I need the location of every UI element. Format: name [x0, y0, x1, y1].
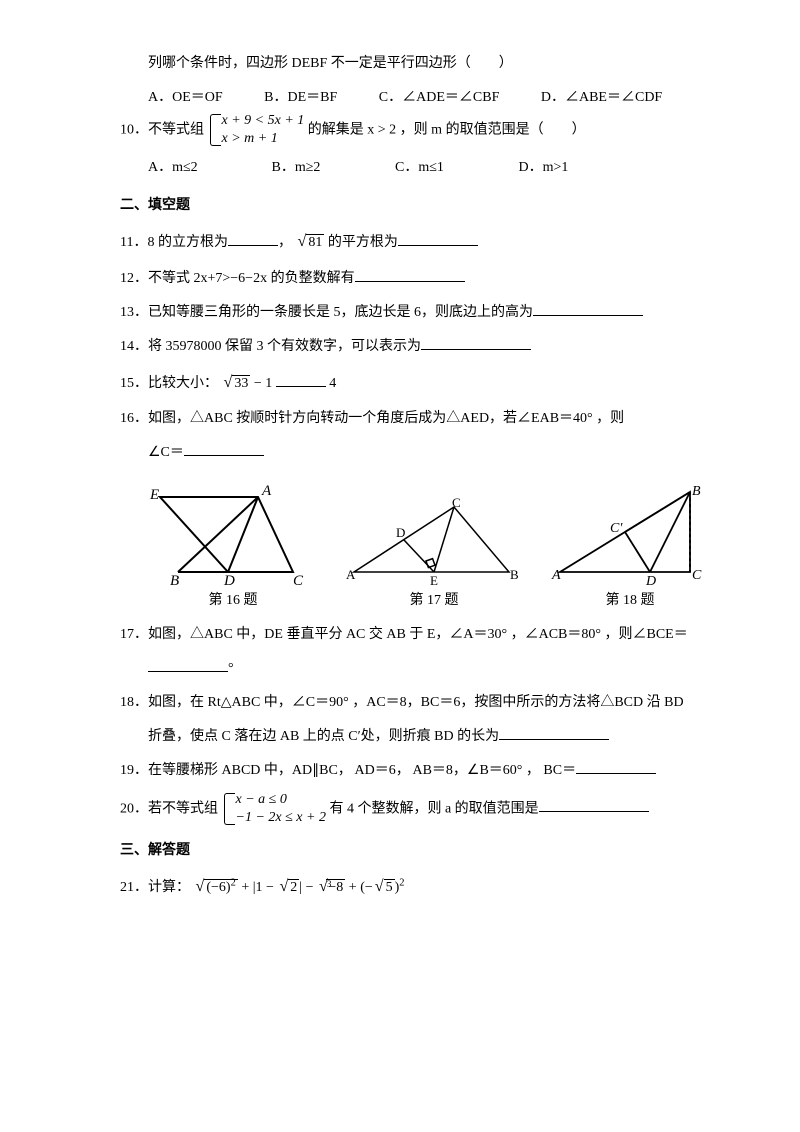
- q12-a: 12．不等式 2x+7>−6−2x 的负整数解有: [120, 271, 355, 286]
- q10-line2: x > m + 1: [222, 130, 305, 148]
- q11-b: ，: [278, 235, 292, 250]
- q16: 16．如图，△ABC 按顺时针方向转动一个角度后成为△AED，若∠EAB＝40°…: [120, 405, 710, 433]
- q11-blank2: [398, 231, 478, 246]
- q19-a: 19．在等腰梯形 ABCD 中，AD∥BC， AD＝6， AB＝8，∠B＝60°…: [120, 763, 576, 778]
- q9-opt-d: D．∠ABE＝∠CDF: [541, 84, 662, 112]
- figure-18: A B C D C′ 第 18 题: [550, 477, 710, 615]
- q16-b: ∠C＝: [148, 445, 184, 460]
- q9-tail: 列哪个条件时，四边形 DEBF 不一定是平行四边形（ ）: [120, 50, 710, 78]
- q10-system: x + 9 < 5x + 1 x > m + 1: [208, 112, 305, 148]
- q10-opt-c: C．m≤1: [395, 154, 515, 182]
- q15-sqrt: 33: [222, 367, 251, 399]
- q15-c: 4: [329, 376, 336, 391]
- fig18-label-cp: C′: [610, 521, 623, 536]
- q21-sqrt4: 5: [373, 871, 395, 903]
- fig17-caption: 第 17 题: [344, 587, 524, 615]
- q17-line2: °: [120, 655, 710, 683]
- q10-line1: x + 9 < 5x + 1: [222, 112, 305, 130]
- q20-b: 有 4 个整数解，则 a 的取值范围是: [329, 801, 538, 816]
- q17-b: °: [228, 661, 234, 676]
- q16-a: 16．如图，△ABC 按顺时针方向转动一个角度后成为△AED，若∠EAB＝40°…: [120, 411, 624, 426]
- fig16-caption: 第 16 题: [148, 587, 318, 615]
- q13-a: 13．已知等腰三角形的一条腰长是 5，底边长是 6，则底边上的高为: [120, 305, 533, 320]
- q14-blank: [421, 335, 531, 350]
- q20-blank: [539, 797, 649, 812]
- q18: 18．如图，在 Rt△ABC 中，∠C＝90° ，AC＝8，BC＝6，按图中所示…: [120, 689, 710, 717]
- q9-opt-b: B．DE＝BF: [264, 84, 337, 112]
- q13: 13．已知等腰三角形的一条腰长是 5，底边长是 6，则底边上的高为: [120, 299, 710, 327]
- q12-blank: [355, 267, 465, 282]
- q21: 21．计算： (−6)2 + |1 − 2| − 3−8 + (−5)2: [120, 871, 710, 903]
- q18-line2: 折叠，使点 C 落在边 AB 上的点 C′处，则折痕 BD 的长为: [120, 723, 710, 751]
- q13-blank: [533, 301, 643, 316]
- q19: 19．在等腰梯形 ABCD 中，AD∥BC， AD＝6， AB＝8，∠B＝60°…: [120, 757, 710, 785]
- q21-a: 21．计算：: [120, 880, 190, 895]
- q9-opt-c: C．∠ADE＝∠CBF: [379, 84, 500, 112]
- q21-abs1: |1 −: [253, 880, 278, 895]
- fig18-label-d: D: [645, 574, 656, 587]
- q16-line2: ∠C＝: [120, 439, 710, 467]
- q12: 12．不等式 2x+7>−6−2x 的负整数解有: [120, 265, 710, 293]
- q10: 10．不等式组 x + 9 < 5x + 1 x > m + 1 的解集是 x …: [120, 112, 710, 148]
- fig18-label-b: B: [692, 484, 701, 499]
- fig17-label-b: B: [510, 567, 519, 582]
- q11-a: 11．8 的立方根为: [120, 235, 228, 250]
- q19-blank: [576, 759, 656, 774]
- q15-a: 15．比较大小：: [120, 376, 218, 391]
- q10-opt-d: D．m>1: [519, 154, 639, 182]
- q15-b: − 1: [254, 376, 272, 391]
- fig16-label-a: A: [261, 483, 272, 499]
- fig16-label-b: B: [170, 573, 179, 587]
- fig16-label-e: E: [149, 487, 159, 503]
- figure-16: E A B D C 第 16 题: [148, 477, 318, 615]
- fig16-label-d: D: [223, 573, 235, 587]
- q10-opt-b: B．m≥2: [272, 154, 392, 182]
- q15: 15．比较大小： 33 − 1 4: [120, 367, 710, 399]
- q11-sqrt: 81: [295, 226, 324, 258]
- fig18-caption: 第 18 题: [550, 587, 710, 615]
- fig18-label-c: C: [692, 568, 702, 583]
- q10-opt-a: A．m≤2: [148, 154, 268, 182]
- q10-options: A．m≤2 B．m≥2 C．m≤1 D．m>1: [120, 154, 710, 182]
- q14: 14．将 35978000 保留 3 个有效数字，可以表示为: [120, 333, 710, 361]
- q17-a: 17．如图，△ABC 中，DE 垂直平分 AC 交 AB 于 E，∠A＝30° …: [120, 627, 688, 642]
- q18-blank: [499, 725, 609, 740]
- fig17-label-d: D: [396, 525, 405, 540]
- q20: 20．若不等式组 x − a ≤ 0 −1 − 2x ≤ x + 2 有 4 个…: [120, 791, 710, 827]
- q21-p5a: (−: [360, 880, 373, 895]
- q10-tail: 的解集是 x > 2 ，则 m 的取值范围是（ ）: [308, 122, 586, 137]
- fig17-label-c: C: [452, 497, 461, 510]
- figures-row: E A B D C 第 16 题 A B C D E: [120, 477, 710, 615]
- q11-c: 的平方根为: [328, 235, 398, 250]
- q20-line2: −1 − 2x ≤ x + 2: [236, 809, 326, 827]
- q21-abs2: |: [299, 880, 302, 895]
- section-2-title: 二、填空题: [120, 192, 710, 220]
- q18-b: 折叠，使点 C 落在边 AB 上的点 C′处，则折痕 BD 的长为: [148, 729, 499, 744]
- q11: 11．8 的立方根为 ， 81 的平方根为: [120, 226, 710, 258]
- q20-line1: x − a ≤ 0: [236, 791, 326, 809]
- q21-sqrt2: 2: [277, 871, 299, 903]
- fig16-label-c: C: [293, 573, 304, 587]
- q17-blank: [148, 657, 228, 672]
- q18-a: 18．如图，在 Rt△ABC 中，∠C＝90° ，AC＝8，BC＝6，按图中所示…: [120, 695, 684, 710]
- q21-sqrt1: (−6)2: [194, 871, 238, 903]
- q21-sqrt3: 3−8: [317, 871, 345, 903]
- fig18-label-a: A: [551, 568, 561, 583]
- q20-a: 20．若不等式组: [120, 801, 218, 816]
- q16-blank: [184, 441, 264, 456]
- figure-17: A B C D E 第 17 题: [344, 497, 524, 615]
- section-3-title: 三、解答题: [120, 837, 710, 865]
- q10-lead: 10．不等式组: [120, 122, 204, 137]
- fig17-label-a: A: [346, 567, 356, 582]
- fig17-label-e: E: [430, 573, 438, 587]
- q15-blank: [276, 372, 326, 387]
- q20-system: x − a ≤ 0 −1 − 2x ≤ x + 2: [222, 791, 326, 827]
- q9-options: A．OE＝OF B．DE＝BF C．∠ADE＝∠CBF D．∠ABE＝∠CDF: [120, 84, 710, 112]
- q9-opt-a: A．OE＝OF: [148, 84, 223, 112]
- q14-a: 14．将 35978000 保留 3 个有效数字，可以表示为: [120, 339, 421, 354]
- q11-blank1: [228, 231, 278, 246]
- q17: 17．如图，△ABC 中，DE 垂直平分 AC 交 AB 于 E，∠A＝30° …: [120, 621, 710, 649]
